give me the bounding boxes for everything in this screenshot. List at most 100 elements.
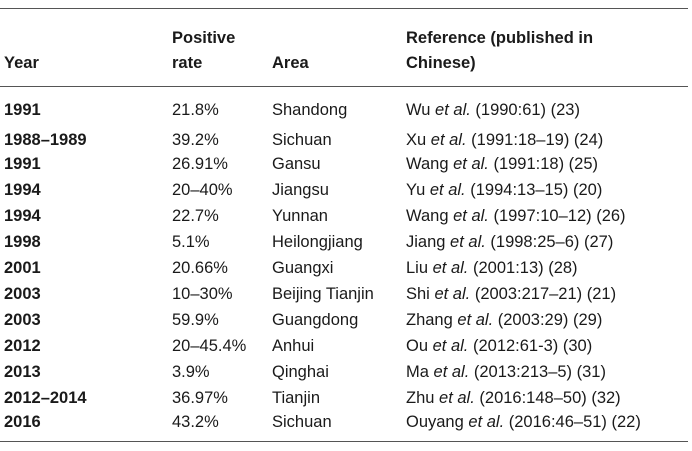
ref-author: Ma xyxy=(406,363,429,381)
table-row: 2003 10–30% Beijing Tianjin Shi et al. (… xyxy=(0,281,688,307)
cell-year: 2003 xyxy=(4,311,41,329)
cell-reference: Zhang et al. (2003:29) (29) xyxy=(406,307,688,333)
ref-author: Wang xyxy=(406,207,449,225)
cell-year: 2003 xyxy=(4,285,41,303)
cell-rate: 21.8% xyxy=(172,101,219,119)
cell-year: 1994 xyxy=(4,181,41,199)
ref-author: Wu xyxy=(406,101,431,119)
cell-area: Jiangsu xyxy=(272,181,329,199)
cell-rate: 39.2% xyxy=(172,131,219,149)
ref-author: Zhang xyxy=(406,311,453,329)
cell-year: 1991 xyxy=(4,155,41,173)
table-row: 2012–2014 36.97% Tianjin Zhu et al. (201… xyxy=(0,385,688,411)
header-ref-line2: Chinese) xyxy=(406,54,476,72)
cell-reference: Ou et al. (2012:61-3) (30) xyxy=(406,333,688,359)
table-row: 1998 5.1% Heilongjiang Jiang et al. (199… xyxy=(0,229,688,255)
cell-year: 2016 xyxy=(4,413,41,431)
positive-rate-table: Year Positive rate Area Reference (publis… xyxy=(0,8,688,442)
ref-etal: et al. xyxy=(432,259,469,277)
ref-detail: (2003:217–21) (21) xyxy=(470,285,617,303)
ref-etal: et al. xyxy=(433,363,470,381)
table-row: 1988–1989 39.2% Sichuan Xu et al. (1991:… xyxy=(0,121,688,151)
cell-reference: Liu et al. (2001:13) (28) xyxy=(406,255,688,281)
cell-year: 1988–1989 xyxy=(4,131,87,149)
header-row: Year Positive rate Area Reference (publis… xyxy=(0,9,688,87)
cell-rate: 20–45.4% xyxy=(172,337,247,355)
ref-etal: et al. xyxy=(432,337,469,355)
ref-detail: (2012:61-3) (30) xyxy=(468,337,593,355)
cell-rate: 20.66% xyxy=(172,259,228,277)
cell-reference: Wu et al. (1990:61) (23) xyxy=(406,87,688,122)
ref-detail: (1991:18–19) (24) xyxy=(466,131,604,149)
ref-author: Liu xyxy=(406,259,429,277)
cell-year: 2001 xyxy=(4,259,41,277)
table-body: 1991 21.8% Shandong Wu et al. (1990:61) … xyxy=(0,87,688,442)
header-year: Year xyxy=(0,9,172,87)
cell-area: Gansu xyxy=(272,155,321,173)
cell-rate: 36.97% xyxy=(172,389,228,407)
header-rate-line2: rate xyxy=(172,54,203,72)
header-rate-line1: Positive xyxy=(172,29,236,47)
ref-etal: et al. xyxy=(439,389,475,407)
cell-area: Qinghai xyxy=(272,363,329,381)
header-positive-rate: Positive rate xyxy=(172,9,272,87)
table-row: 2003 59.9% Guangdong Zhang et al. (2003:… xyxy=(0,307,688,333)
header-reference: Reference (published in Chinese) xyxy=(406,9,688,87)
table-row: 1991 26.91% Gansu Wang et al. (1991:18) … xyxy=(0,151,688,177)
cell-area: Guangxi xyxy=(272,259,334,277)
cell-area: Beijing Tianjin xyxy=(272,285,374,303)
cell-year: 2012 xyxy=(4,337,41,355)
ref-detail: (2016:148–50) (32) xyxy=(474,389,621,407)
cell-rate: 10–30% xyxy=(172,285,233,303)
ref-author: Ouyang xyxy=(406,413,464,431)
table-row: 2001 20.66% Guangxi Liu et al. (2001:13)… xyxy=(0,255,688,281)
cell-reference: Ouyang et al. (2016:46–51) (22) xyxy=(406,411,688,442)
ref-detail: (1991:18) (25) xyxy=(488,155,599,173)
ref-author: Jiang xyxy=(406,233,446,251)
ref-detail: (1990:61) (23) xyxy=(470,101,580,119)
cell-reference: Xu et al. (1991:18–19) (24) xyxy=(406,121,688,151)
cell-area: Heilongjiang xyxy=(272,233,363,251)
ref-author: Shi xyxy=(406,285,430,303)
header-year-label: Year xyxy=(4,54,39,72)
table-row: 1994 22.7% Yunnan Wang et al. (1997:10–1… xyxy=(0,203,688,229)
cell-year: 1991 xyxy=(4,101,41,119)
cell-reference: Shi et al. (2003:217–21) (21) xyxy=(406,281,688,307)
cell-area: Yunnan xyxy=(272,207,328,225)
ref-detail: (2013:213–5) (31) xyxy=(469,363,606,381)
cell-reference: Wang et al. (1997:10–12) (26) xyxy=(406,203,688,229)
cell-rate: 43.2% xyxy=(172,413,219,431)
cell-reference: Yu et al. (1994:13–15) (20) xyxy=(406,177,688,203)
header-area-label: Area xyxy=(272,54,309,72)
cell-area: Sichuan xyxy=(272,413,332,431)
header-ref-line1: Reference (published in xyxy=(406,29,594,47)
ref-etal: et al. xyxy=(468,413,505,431)
cell-year: 2012–2014 xyxy=(4,389,87,407)
cell-reference: Jiang et al. (1998:25–6) (27) xyxy=(406,229,688,255)
ref-etal: et al. xyxy=(430,131,467,149)
cell-area: Guangdong xyxy=(272,311,359,329)
ref-etal: et al. xyxy=(450,233,486,251)
ref-author: Wang xyxy=(406,155,449,173)
table-header: Year Positive rate Area Reference (publis… xyxy=(0,8,688,87)
ref-etal: et al. xyxy=(435,101,471,119)
ref-author: Zhu xyxy=(406,389,435,407)
ref-detail: (2016:46–51) (22) xyxy=(504,413,641,431)
cell-rate: 26.91% xyxy=(172,155,228,173)
cell-area: Shandong xyxy=(272,101,348,119)
cell-rate: 5.1% xyxy=(172,233,210,251)
cell-area: Anhui xyxy=(272,337,315,355)
header-area: Area xyxy=(272,9,406,87)
table-row: 2012 20–45.4% Anhui Ou et al. (2012:61-3… xyxy=(0,333,688,359)
ref-detail: (2001:13) (28) xyxy=(468,259,578,277)
cell-rate: 3.9% xyxy=(172,363,210,381)
cell-rate: 22.7% xyxy=(172,207,219,225)
cell-year: 1998 xyxy=(4,233,41,251)
ref-etal: et al. xyxy=(453,207,489,225)
table-row: 2013 3.9% Qinghai Ma et al. (2013:213–5)… xyxy=(0,359,688,385)
cell-rate: 20–40% xyxy=(172,181,233,199)
ref-etal: et al. xyxy=(429,181,466,199)
ref-author: Yu xyxy=(406,181,426,199)
ref-detail: (1998:25–6) (27) xyxy=(485,233,614,251)
cell-year: 2013 xyxy=(4,363,41,381)
